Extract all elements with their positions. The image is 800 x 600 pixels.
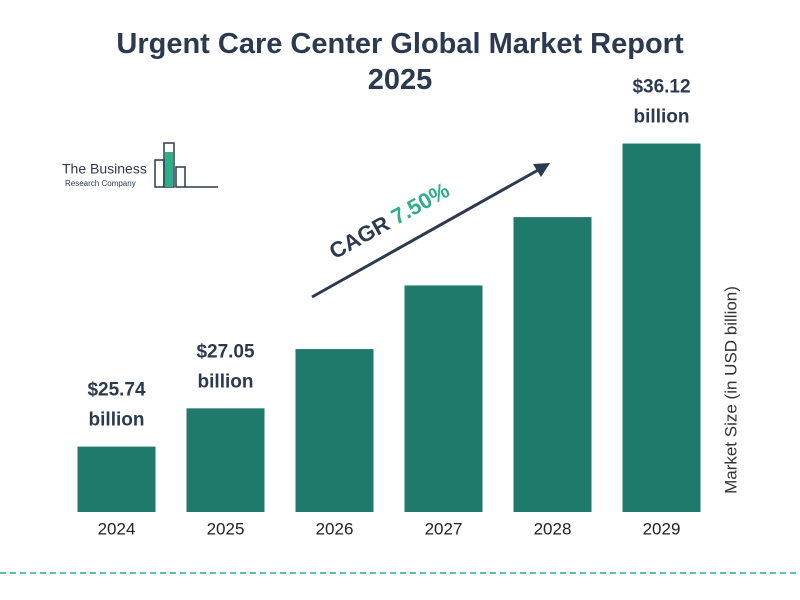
x-tick-label: 2025 bbox=[207, 519, 245, 538]
y-axis-label: Market Size (in USD billion) bbox=[721, 286, 740, 494]
x-tick-label: 2027 bbox=[425, 519, 463, 538]
x-tick-label: 2028 bbox=[534, 519, 572, 538]
bar bbox=[622, 143, 701, 513]
bar bbox=[404, 285, 483, 512]
bar bbox=[513, 217, 592, 512]
logo: The Business Research Company bbox=[62, 142, 218, 188]
value-label: $27.05 billion bbox=[196, 341, 255, 392]
logo-bar bbox=[154, 159, 165, 188]
x-tick-label: 2029 bbox=[643, 519, 681, 538]
bar bbox=[295, 349, 374, 512]
chart-title: Urgent Care Center Global Market Report 2… bbox=[116, 28, 684, 96]
logo-text: The Business bbox=[62, 161, 147, 177]
logo-text: Research Company bbox=[65, 179, 136, 188]
logo-bar bbox=[165, 152, 173, 187]
cagr-arrowhead bbox=[533, 163, 550, 177]
cagr-arrow bbox=[311, 167, 541, 299]
cagr-annotation: CAGR 7.50% bbox=[325, 177, 454, 263]
logo-bar bbox=[175, 166, 186, 188]
bar bbox=[186, 408, 265, 512]
bar bbox=[77, 446, 156, 512]
value-label: $36.12 billion bbox=[632, 77, 690, 128]
x-tick-label: 2024 bbox=[98, 519, 136, 538]
x-tick-label: 2026 bbox=[316, 519, 354, 538]
value-label: $25.74 billion bbox=[87, 380, 146, 431]
